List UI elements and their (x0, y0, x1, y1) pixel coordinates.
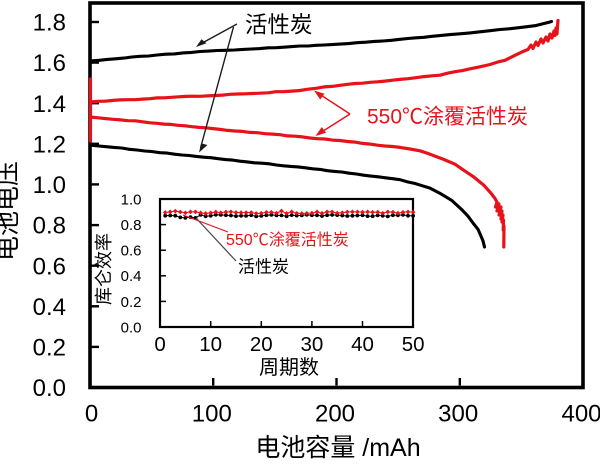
svg-text:20: 20 (250, 333, 273, 356)
svg-text:0.0: 0.0 (33, 375, 66, 402)
svg-text:1.4: 1.4 (33, 91, 66, 118)
svg-text:0.8: 0.8 (33, 213, 66, 240)
svg-text:周期数: 周期数 (259, 356, 319, 379)
svg-text:0: 0 (85, 401, 98, 428)
svg-text:1.0: 1.0 (33, 172, 66, 199)
svg-text:1.0: 1.0 (121, 191, 142, 208)
svg-text:550℃涂覆活性炭: 550℃涂覆活性炭 (226, 231, 349, 249)
svg-text:0.4: 0.4 (33, 294, 66, 321)
svg-text:0.2: 0.2 (121, 294, 142, 311)
svg-text:200: 200 (315, 401, 355, 428)
svg-text:0.6: 0.6 (33, 253, 66, 280)
svg-text:活性炭: 活性炭 (238, 258, 289, 277)
svg-text:400: 400 (561, 401, 600, 428)
svg-text:0.8: 0.8 (121, 217, 142, 234)
svg-text:0: 0 (154, 333, 165, 356)
svg-text:电池电压: 电池电压 (0, 161, 22, 261)
svg-text:0.6: 0.6 (121, 243, 142, 260)
svg-text:40: 40 (351, 333, 374, 356)
svg-text:300: 300 (438, 401, 478, 428)
svg-text:0.2: 0.2 (33, 335, 66, 362)
svg-text:10: 10 (199, 333, 222, 356)
svg-text:100: 100 (192, 401, 232, 428)
svg-text:1.6: 1.6 (33, 50, 66, 77)
svg-text:活性炭: 活性炭 (245, 13, 313, 38)
svg-text:0.4: 0.4 (121, 268, 142, 285)
svg-text:50: 50 (402, 333, 425, 356)
svg-text:1.8: 1.8 (33, 10, 66, 37)
svg-text:30: 30 (300, 333, 323, 356)
svg-text:1.2: 1.2 (33, 131, 66, 158)
svg-text:电池容量 /mAh: 电池容量 /mAh (255, 434, 420, 462)
svg-text:0.0: 0.0 (121, 319, 142, 336)
svg-text:550℃涂覆活性炭: 550℃涂覆活性炭 (367, 106, 528, 129)
svg-text:库仑效率: 库仑效率 (94, 233, 114, 305)
